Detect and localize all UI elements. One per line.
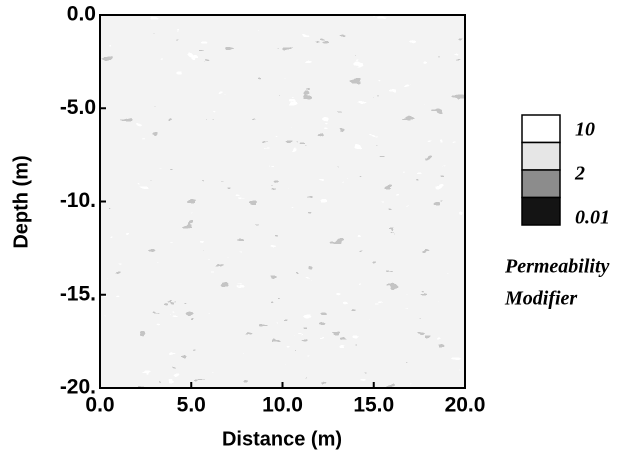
legend-swatch [521,141,561,171]
x-tick-label: 15.0 [353,394,394,417]
legend-swatch [521,114,561,144]
permeability-field [100,15,465,388]
y-tick-label: -20. [60,376,96,399]
y-tick-label: -5.0 [60,96,96,119]
y-tick-label: -10. [60,189,96,212]
x-tick-label: 10.0 [262,394,303,417]
legend-swatch [521,196,561,226]
legend-title: Modifier [504,288,577,310]
x-tick-label: 20.0 [445,394,486,417]
legend-label: 2 [574,163,585,185]
legend-label: 10 [575,119,595,141]
legend-title: Permeability [504,256,610,278]
x-tick-label: 5.0 [177,394,206,417]
y-tick-label: 0.0 [67,3,96,26]
x-axis-label: Distance (m) [222,428,342,450]
y-axis-label: Depth (m) [10,155,32,248]
legend-label: 0.01 [575,207,610,229]
x-tick-label: 0.0 [85,394,114,417]
legend-swatch [521,169,561,199]
y-tick-label: -15. [60,282,96,305]
